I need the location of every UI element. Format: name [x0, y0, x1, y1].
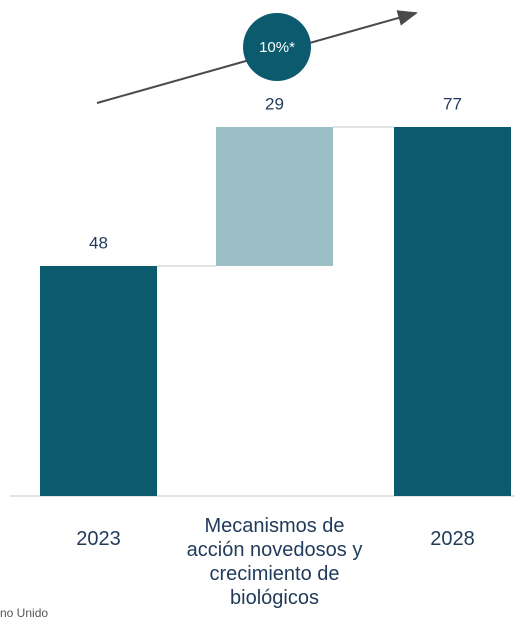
annotation: 10%*	[259, 39, 295, 56]
bar	[394, 127, 511, 496]
x-tick-label: 2023	[76, 528, 121, 550]
bar	[40, 265, 157, 496]
data-label: 77	[443, 94, 462, 113]
bar	[216, 127, 333, 266]
x-tick-label: Mecanismos de acción novedosos y crecimi…	[186, 515, 363, 609]
data-label: 48	[89, 233, 108, 252]
data-label: 29	[265, 94, 284, 113]
x-tick-label: 2028	[430, 528, 475, 550]
annotation-badge	[243, 13, 311, 81]
footnote: no Unido	[0, 606, 48, 620]
